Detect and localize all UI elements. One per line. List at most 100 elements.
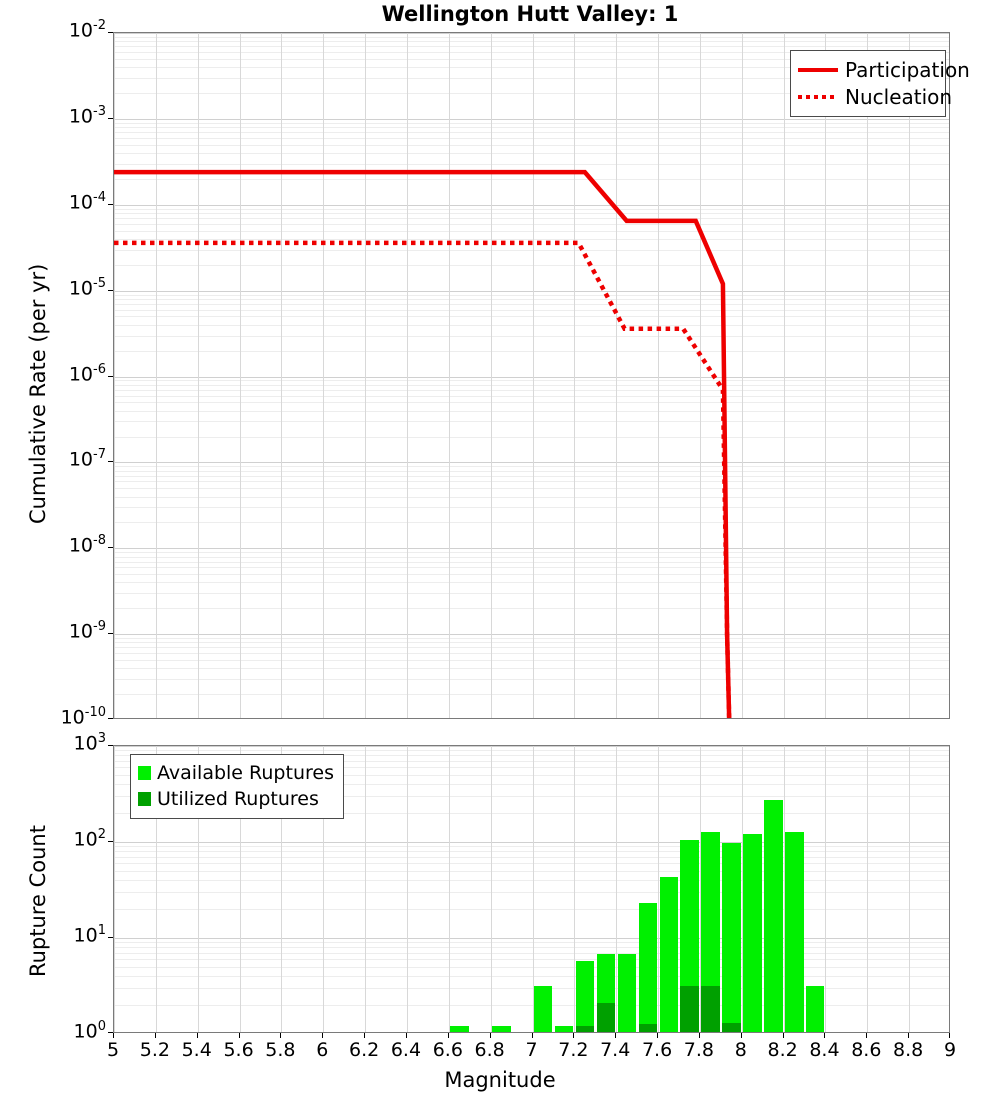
legend-item-nucleation[interactable]: Nucleation: [798, 83, 952, 110]
histogram-bar: [680, 840, 699, 1032]
histogram-bar-utilized: [722, 1022, 741, 1032]
x-tickmark: [782, 1033, 784, 1038]
x-tick-label: 7.8: [683, 1039, 714, 1061]
histogram-bar-utilized: [638, 1024, 658, 1032]
top-y-tickmark: [108, 289, 113, 291]
x-tickmark: [405, 1033, 407, 1038]
top-y-tick-label: 10-6: [68, 361, 106, 385]
legend-label: Nucleation: [845, 84, 953, 109]
top-y-tick-label: 10-10: [60, 705, 106, 729]
histogram-bar: [554, 1026, 574, 1032]
histogram-bar-utilized: [701, 986, 720, 1032]
legend-item-utilized-ruptures[interactable]: Utilized Ruptures: [138, 786, 335, 812]
magnitude-axis-label: Magnitude: [444, 1068, 556, 1092]
x-tick-label: 6.4: [390, 1039, 422, 1061]
x-tickmark: [489, 1033, 491, 1038]
x-tickmark: [615, 1033, 617, 1038]
x-tick-label: 8: [734, 1039, 747, 1061]
x-tickmark: [698, 1033, 700, 1038]
solid-line-icon: [798, 60, 838, 80]
x-tick-label: 5.4: [181, 1039, 212, 1061]
top-y-tick-label: 10-9: [68, 619, 106, 643]
bottom-chart-legend: Available Ruptures Utilized Ruptures: [130, 754, 344, 819]
histogram-bar: [638, 903, 658, 1032]
histogram-bar: [617, 953, 637, 1032]
page-title: Wellington Hutt Valley: 1: [381, 2, 679, 26]
bottom-y-tickmark: [108, 745, 113, 746]
x-tick-label: 8.6: [851, 1039, 882, 1061]
top-y-tickmark: [108, 203, 113, 205]
x-tick-label: 6.6: [432, 1039, 463, 1061]
x-tick-label: 6.2: [348, 1039, 380, 1061]
legend-label: Available Ruptures: [157, 762, 334, 784]
x-tick-label: 6.8: [474, 1039, 505, 1061]
histogram-bar-utilized: [575, 1026, 595, 1032]
cumulative-rate-plot: [113, 32, 950, 719]
legend-label: Participation: [845, 57, 970, 82]
x-tickmark: [949, 1033, 950, 1038]
histogram-bar: [764, 800, 783, 1032]
top-y-tickmark: [108, 547, 113, 549]
histogram-bar-utilized: [596, 1003, 616, 1032]
x-tick-label: 8.8: [893, 1039, 924, 1061]
top-chart-legend: Participation Nucleation: [790, 50, 970, 117]
legend-item-available-ruptures[interactable]: Available Ruptures: [138, 760, 335, 786]
x-tickmark: [280, 1033, 282, 1038]
histogram-bar: [743, 834, 762, 1032]
cumulative-rate-curves: [114, 169, 732, 718]
x-tick-label: 5.2: [139, 1039, 170, 1061]
top-y-tickmark: [108, 633, 113, 635]
x-tick-label: 7: [525, 1039, 538, 1061]
curve-participation: [114, 169, 732, 718]
dotted-line-icon: [798, 87, 838, 107]
top-y-tickmark: [108, 461, 113, 463]
histogram-bar: [806, 986, 825, 1032]
x-tickmark: [824, 1033, 826, 1038]
bottom-y-tick-label: 100: [73, 1019, 106, 1043]
x-tickmark: [908, 1033, 910, 1038]
x-tickmark: [866, 1033, 868, 1038]
x-tick-label: 5.6: [223, 1039, 254, 1061]
x-tickmark: [238, 1033, 240, 1038]
x-tickmark: [113, 1033, 114, 1038]
top-y-tick-label: 10-8: [68, 533, 106, 557]
top-y-tickmark: [108, 718, 113, 719]
cumulative-rate-axis-label: Cumulative Rate (per yr): [26, 263, 50, 524]
x-tickmark: [740, 1033, 742, 1038]
x-tickmark: [657, 1033, 659, 1038]
curve-nucleation: [114, 240, 732, 718]
x-tick-label: 5.8: [265, 1039, 296, 1061]
x-tickmark: [573, 1033, 575, 1038]
x-tickmark: [364, 1033, 366, 1038]
histogram-bars-layer: [114, 746, 949, 1032]
x-tick-label: 5: [106, 1039, 120, 1061]
color-swatch-icon: [138, 789, 153, 809]
x-tickmark: [154, 1033, 156, 1038]
histogram-bar: [701, 832, 720, 1032]
x-tick-label: 9: [943, 1039, 957, 1061]
x-tick-label: 7.4: [600, 1039, 631, 1061]
top-y-tick-label: 10-7: [68, 447, 106, 471]
bottom-y-tick-label: 101: [73, 923, 106, 947]
x-tick-label: 6: [316, 1039, 329, 1061]
histogram-bar: [659, 877, 678, 1032]
top-y-tickmark: [108, 375, 113, 377]
top-y-tick-label: 10-3: [68, 103, 106, 128]
histogram-bar: [450, 1026, 469, 1032]
histogram-bar: [575, 960, 595, 1032]
bottom-y-tick-label: 103: [73, 731, 106, 755]
top-y-tickmark: [108, 32, 113, 33]
top-y-tick-label: 10-2: [68, 18, 106, 42]
histogram-bar: [785, 832, 804, 1032]
histogram-bar: [534, 986, 553, 1032]
legend-item-participation[interactable]: Participation: [798, 56, 970, 83]
bottom-y-tickmark: [108, 937, 113, 938]
top-y-tickmark: [108, 117, 113, 119]
x-tickmark: [196, 1033, 198, 1038]
histogram-bar: [492, 1026, 511, 1032]
x-tick-label: 7.2: [558, 1039, 589, 1061]
histogram-bar-utilized: [680, 986, 699, 1032]
legend-label: Utilized Ruptures: [157, 788, 319, 810]
x-tick-label: 8.2: [767, 1039, 798, 1061]
